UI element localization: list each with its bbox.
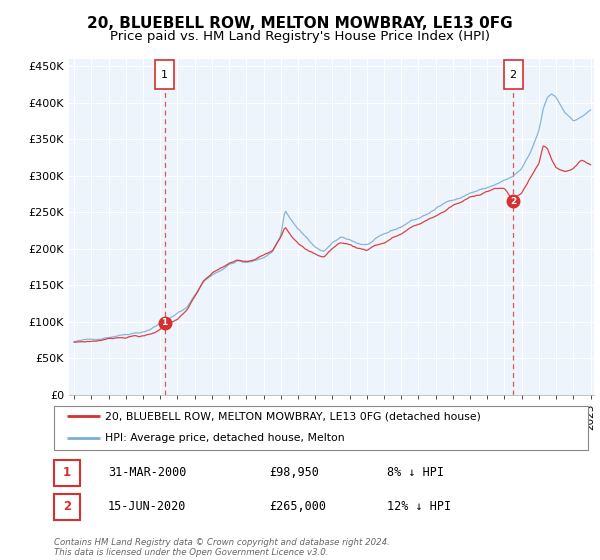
Text: 20, BLUEBELL ROW, MELTON MOWBRAY, LE13 0FG: 20, BLUEBELL ROW, MELTON MOWBRAY, LE13 0… [87, 16, 513, 31]
Text: Contains HM Land Registry data © Crown copyright and database right 2024.
This d: Contains HM Land Registry data © Crown c… [54, 538, 390, 557]
Text: HPI: Average price, detached house, Melton: HPI: Average price, detached house, Melt… [105, 433, 344, 443]
FancyBboxPatch shape [503, 60, 523, 89]
FancyBboxPatch shape [54, 494, 80, 520]
FancyBboxPatch shape [54, 460, 80, 486]
Text: 8% ↓ HPI: 8% ↓ HPI [387, 466, 444, 479]
Text: £265,000: £265,000 [269, 500, 326, 514]
Text: 1: 1 [63, 466, 71, 479]
Text: 2: 2 [63, 500, 71, 514]
Text: 15-JUN-2020: 15-JUN-2020 [108, 500, 186, 514]
Text: 1: 1 [161, 69, 168, 80]
Text: 2: 2 [509, 69, 517, 80]
Text: 2: 2 [510, 197, 516, 206]
Text: 31-MAR-2000: 31-MAR-2000 [108, 466, 186, 479]
FancyBboxPatch shape [155, 60, 174, 89]
Text: 1: 1 [161, 318, 167, 327]
Text: 20, BLUEBELL ROW, MELTON MOWBRAY, LE13 0FG (detached house): 20, BLUEBELL ROW, MELTON MOWBRAY, LE13 0… [105, 412, 481, 421]
FancyBboxPatch shape [54, 406, 589, 450]
Text: 12% ↓ HPI: 12% ↓ HPI [387, 500, 451, 514]
Text: £98,950: £98,950 [269, 466, 319, 479]
Text: Price paid vs. HM Land Registry's House Price Index (HPI): Price paid vs. HM Land Registry's House … [110, 30, 490, 43]
